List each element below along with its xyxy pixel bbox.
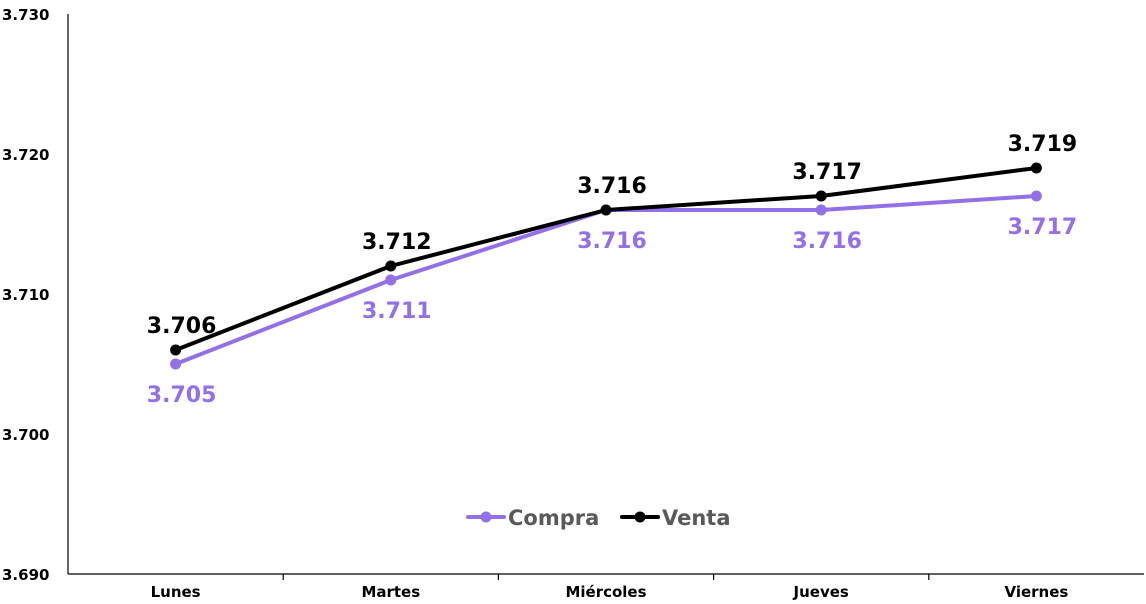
data-point-venta <box>1030 162 1042 174</box>
data-label-compra: 3.716 <box>792 229 862 254</box>
legend-marker-venta <box>634 511 646 523</box>
data-point-compra <box>815 204 827 216</box>
data-point-compra <box>1030 190 1042 202</box>
data-label-venta: 3.706 <box>147 314 217 339</box>
y-tick-label: 3.690 <box>2 566 49 584</box>
data-label-venta: 3.717 <box>792 160 862 185</box>
data-point-compra <box>170 358 182 370</box>
data-point-venta <box>815 190 827 202</box>
legend-label-compra: Compra <box>508 506 599 530</box>
data-point-compra <box>385 274 397 286</box>
series-line-compra <box>173 194 1039 366</box>
data-label-venta: 3.719 <box>1008 132 1078 157</box>
y-tick-label: 3.730 <box>2 6 49 24</box>
data-label-venta: 3.716 <box>577 174 647 199</box>
data-point-venta <box>600 204 612 216</box>
legend-marker-compra <box>480 511 492 523</box>
x-tick-label: Viernes <box>1004 583 1068 601</box>
data-label-compra: 3.716 <box>577 229 647 254</box>
y-tick-label: 3.710 <box>2 286 49 304</box>
data-label-compra: 3.705 <box>147 383 217 408</box>
x-tick-label: Lunes <box>151 583 201 601</box>
data-point-venta <box>385 260 397 272</box>
x-tick-label: Miércoles <box>565 583 646 601</box>
y-tick-label: 3.700 <box>2 426 49 444</box>
y-tick-label: 3.720 <box>2 146 49 164</box>
data-point-venta <box>170 344 182 356</box>
x-tick-label: Martes <box>361 583 420 601</box>
data-label-compra: 3.711 <box>362 299 432 324</box>
data-label-compra: 3.717 <box>1008 215 1078 240</box>
data-label-venta: 3.712 <box>362 230 432 255</box>
x-tick-label: Jueves <box>793 583 849 601</box>
legend-label-venta: Venta <box>662 506 731 530</box>
